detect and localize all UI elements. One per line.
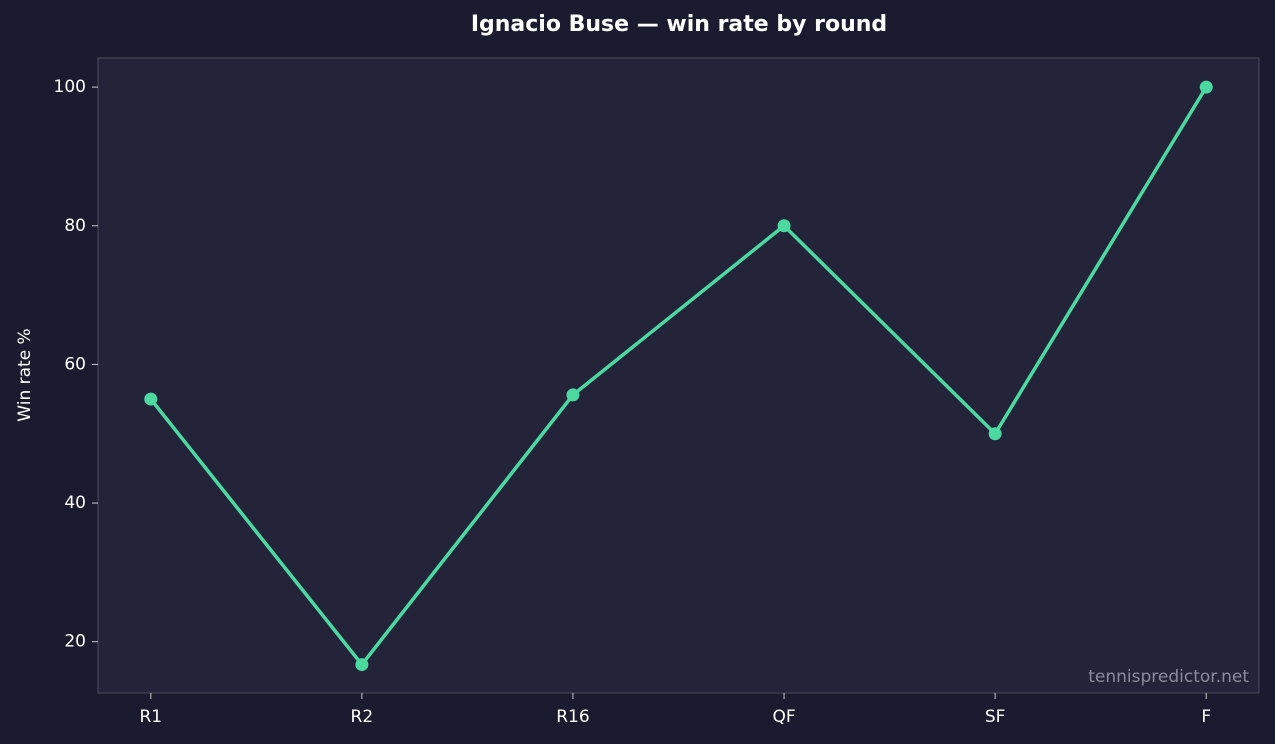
plot-area — [97, 57, 1260, 694]
point — [144, 392, 158, 406]
y-tick-label: 80 — [64, 216, 86, 236]
watermark: tennispredictor.net — [1088, 667, 1249, 687]
y-tick-label: 40 — [64, 493, 86, 513]
y-tick-label: 100 — [54, 77, 86, 97]
x-tick-label: R1 — [139, 707, 162, 727]
x-tick-label: QF — [772, 707, 795, 727]
series-line — [149, 86, 1208, 667]
point — [355, 658, 369, 672]
y-tick-label: 20 — [64, 632, 86, 652]
chart-title: Ignacio Buse — win rate by round — [471, 12, 887, 37]
point — [988, 427, 1002, 441]
y-tick-label: 60 — [64, 354, 86, 374]
point — [777, 219, 791, 233]
x-tick-label: R2 — [351, 707, 374, 727]
x-tick-label: R16 — [556, 707, 589, 727]
point — [566, 388, 580, 402]
y-axis-label: Win rate % — [15, 328, 35, 421]
x-tick-label: F — [1201, 707, 1211, 727]
point — [1199, 80, 1213, 94]
x-tick-label: SF — [985, 707, 1006, 727]
